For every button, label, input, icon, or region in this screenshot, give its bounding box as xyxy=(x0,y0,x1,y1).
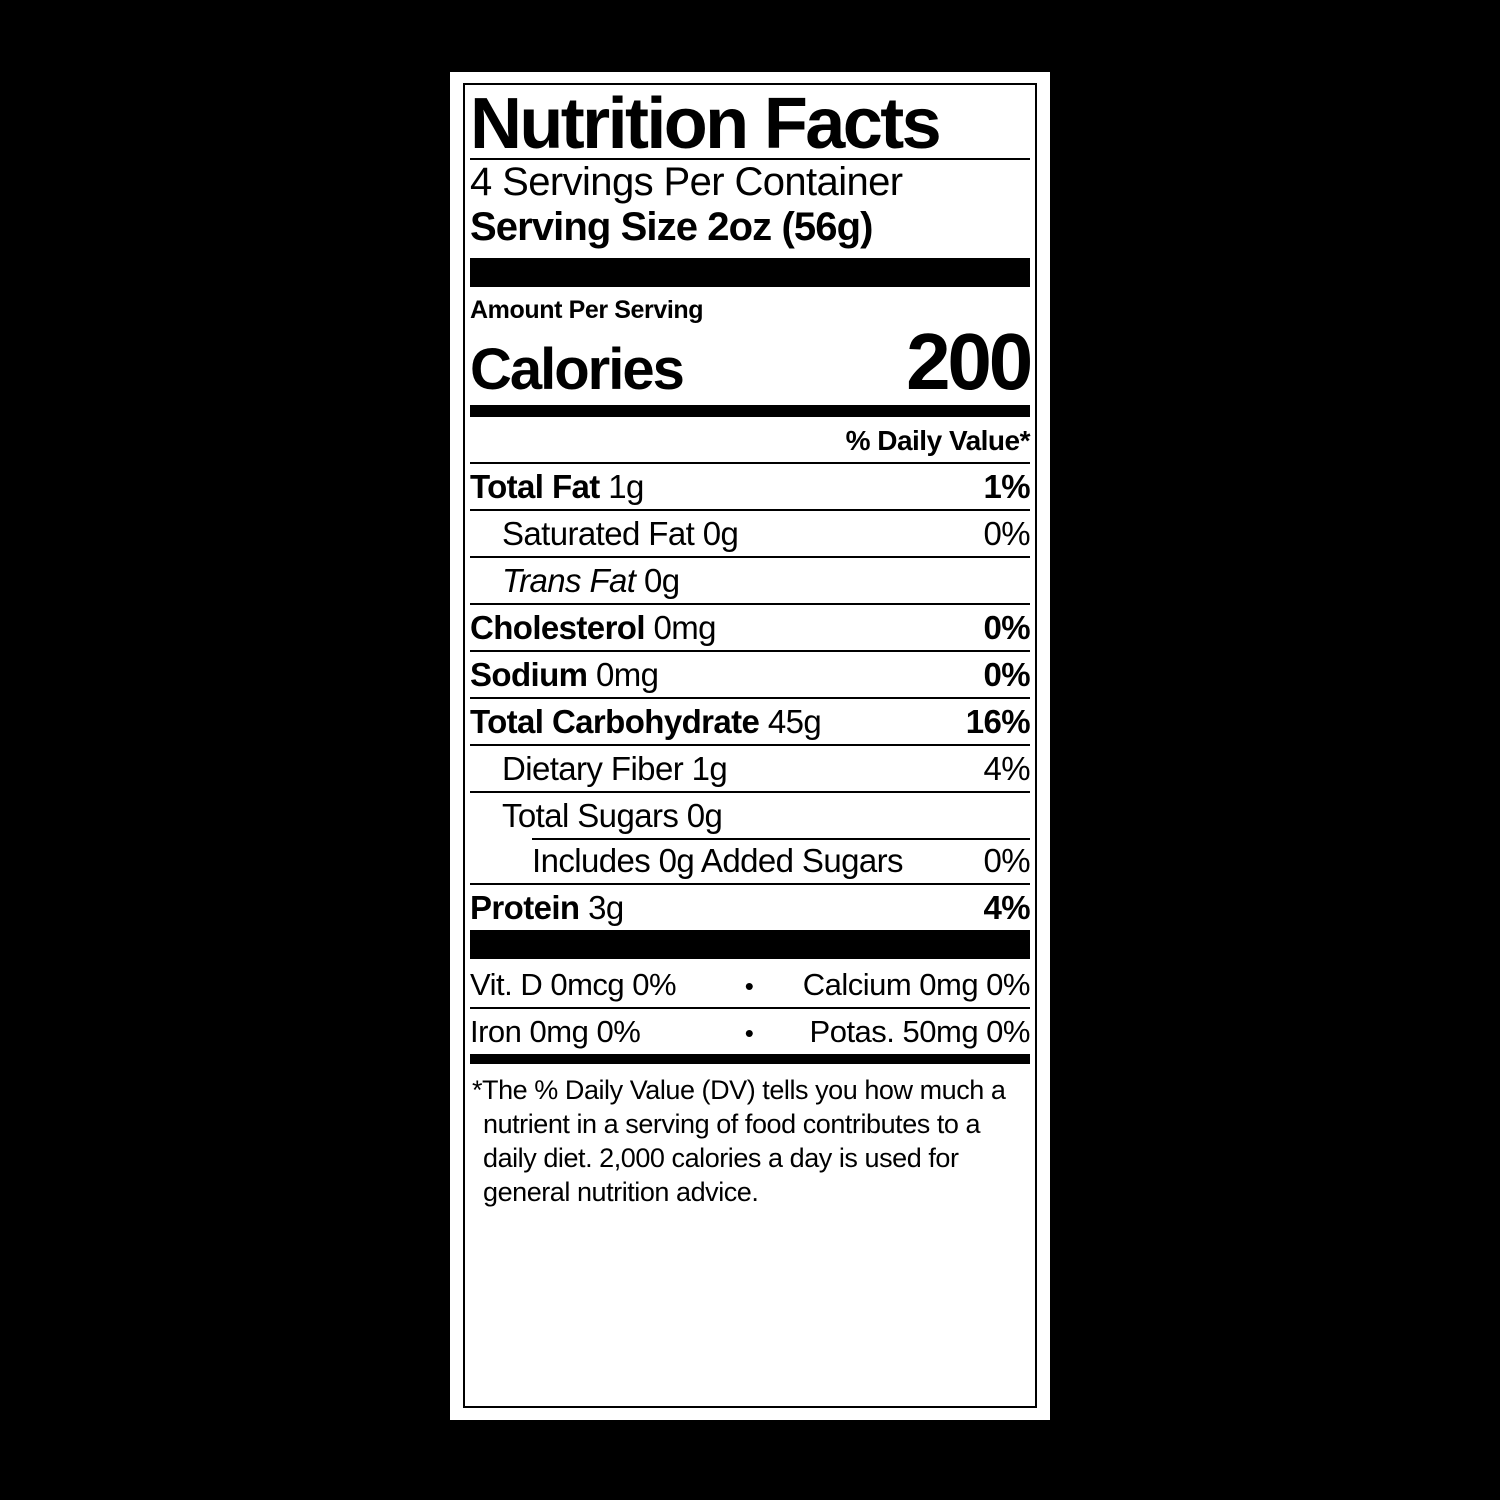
table-row-total-carbohydrate: Total Carbohydrate 45g 16% xyxy=(470,697,1031,744)
bullet-separator-icon: • xyxy=(744,971,754,1002)
calories-value: 200 xyxy=(906,316,1033,406)
sodium-amount: 0mg xyxy=(595,656,659,694)
total-carbohydrate-amount: 45g xyxy=(767,703,822,741)
cholesterol-percent: 0% xyxy=(983,609,1031,647)
added-sugars-percent: 0% xyxy=(983,842,1031,880)
thick-separator-bar-top xyxy=(470,257,1030,287)
total-carbohydrate-name: Total Carbohydrate xyxy=(470,703,760,741)
table-row-cholesterol: Cholesterol 0mg 0% xyxy=(470,603,1031,650)
total-sugars-label: Total Sugars 0g xyxy=(502,797,723,835)
vitamin-d-value: Vit. D 0mcg 0% xyxy=(470,967,677,1003)
total-carbohydrate-label: Total Carbohydrate 45g xyxy=(470,703,822,741)
cholesterol-name: Cholesterol xyxy=(470,609,646,647)
table-row-added-sugars: Includes 0g Added Sugars 0% xyxy=(470,838,1031,883)
table-row-sodium: Sodium 0mg 0% xyxy=(470,650,1031,697)
trans-fat-amount: 0g xyxy=(643,562,680,600)
sodium-percent: 0% xyxy=(983,656,1031,694)
added-sugars-label: Includes 0g Added Sugars xyxy=(532,842,903,880)
calories-label: Calories xyxy=(470,336,685,402)
table-row-vitamin-d-calcium: Vit. D 0mcg 0% • Calcium 0mg 0% xyxy=(470,959,1031,1007)
nutrition-facts-border-box: Nutrition Facts 4 Servings Per Container… xyxy=(463,83,1037,1408)
table-row-saturated-fat: Saturated Fat 0g 0% xyxy=(470,509,1031,556)
calories-block: Amount Per Serving Calories 200 xyxy=(470,287,1033,406)
nutrient-rows: Total Fat 1g 1% Saturated Fat 0g 0% Tran… xyxy=(470,462,1031,930)
potassium-value: Potas. 50mg 0% xyxy=(809,1014,1031,1050)
micronutrients-block: Vit. D 0mcg 0% • Calcium 0mg 0% Iron 0mg… xyxy=(470,959,1031,1054)
daily-value-header: % Daily Value* xyxy=(845,425,1031,457)
protein-name: Protein xyxy=(470,889,580,927)
table-row-protein: Protein 3g 4% xyxy=(470,883,1031,930)
dietary-fiber-percent: 4% xyxy=(983,750,1031,788)
table-row-total-fat: Total Fat 1g 1% xyxy=(470,462,1031,509)
table-row-iron-potassium: Iron 0mg 0% • Potas. 50mg 0% xyxy=(470,1007,1031,1054)
total-fat-label: Total Fat 1g xyxy=(470,468,644,506)
thin-separator-bar-footnote xyxy=(470,1054,1030,1065)
sodium-name: Sodium xyxy=(470,656,588,694)
saturated-fat-percent: 0% xyxy=(983,515,1031,553)
cholesterol-amount: 0mg xyxy=(653,609,717,647)
trans-fat-name: Trans Fat xyxy=(502,562,636,600)
title-divider xyxy=(470,157,1030,160)
page-title: Nutrition Facts xyxy=(470,84,942,164)
protein-amount: 3g xyxy=(588,889,624,927)
daily-value-footnote: *The % Daily Value (DV) tells you how mu… xyxy=(472,1075,1006,1208)
calories-underline-bar xyxy=(470,405,1030,418)
dietary-fiber-label: Dietary Fiber 1g xyxy=(502,750,728,788)
thick-separator-bar-middle xyxy=(470,930,1030,960)
nutrition-facts-panel: Nutrition Facts 4 Servings Per Container… xyxy=(450,72,1050,1420)
saturated-fat-label: Saturated Fat 0g xyxy=(502,515,739,553)
calcium-value: Calcium 0mg 0% xyxy=(802,967,1031,1003)
table-row-total-sugars: Total Sugars 0g xyxy=(470,791,1030,838)
protein-label: Protein 3g xyxy=(470,889,624,927)
total-fat-name: Total Fat xyxy=(470,468,600,506)
total-carbohydrate-percent: 16% xyxy=(965,703,1031,741)
table-row-dietary-fiber: Dietary Fiber 1g 4% xyxy=(470,744,1031,791)
amount-per-serving-label: Amount Per Serving xyxy=(470,295,704,324)
protein-percent: 4% xyxy=(983,889,1031,927)
table-row-trans-fat: Trans Fat 0g xyxy=(470,556,1030,603)
cholesterol-label: Cholesterol 0mg xyxy=(470,609,717,647)
servings-per-container: 4 Servings Per Container xyxy=(470,159,903,204)
calories-row: Calories 200 xyxy=(470,316,1033,406)
total-fat-percent: 1% xyxy=(983,468,1031,506)
trans-fat-label: Trans Fat 0g xyxy=(470,562,680,600)
serving-size: Serving Size 2oz (56g) xyxy=(470,204,873,249)
bullet-separator-icon-2: • xyxy=(744,1018,754,1049)
servings-block: 4 Servings Per Container Serving Size 2o… xyxy=(470,160,1030,258)
iron-value: Iron 0mg 0% xyxy=(470,1014,641,1050)
total-fat-amount: 1g xyxy=(608,468,644,506)
sodium-label: Sodium 0mg xyxy=(470,656,659,694)
